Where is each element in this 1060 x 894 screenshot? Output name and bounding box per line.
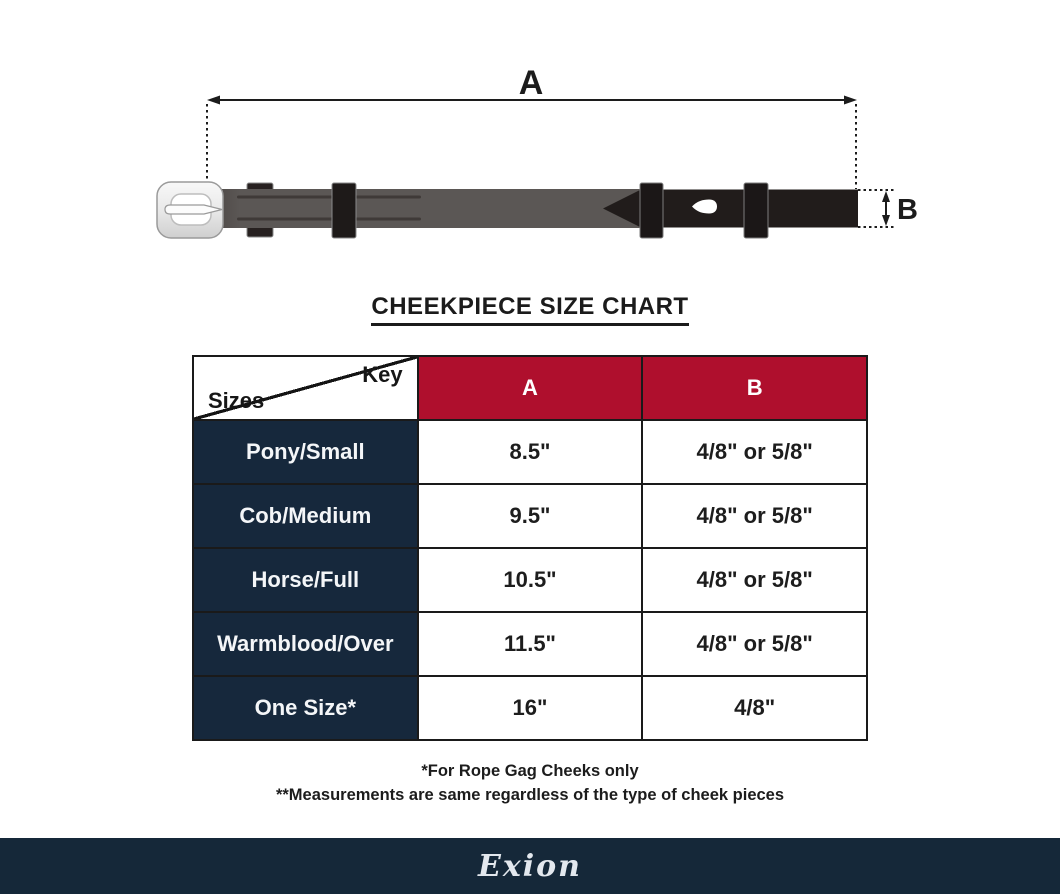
belt-seam <box>237 217 421 221</box>
b-value-cell: 4/8" or 5/8" <box>641 483 868 549</box>
a-value-cell: 8.5" <box>416 419 644 485</box>
footnotes: *For Rope Gag Cheeks only **Measurements… <box>0 759 1060 807</box>
table-row: Cob/Medium 9.5" 4/8" or 5/8" <box>192 483 868 549</box>
footer-bar: Exion <box>0 838 1060 894</box>
belt-strap <box>205 189 642 228</box>
table-row: One Size* 16" 4/8" <box>192 675 868 741</box>
size-cell: One Size* <box>192 675 419 741</box>
footnote-measurements: **Measurements are same regardless of th… <box>275 786 785 804</box>
column-header-b: B <box>641 355 868 421</box>
b-value-cell: 4/8" or 5/8" <box>641 547 868 613</box>
a-value-cell: 10.5" <box>416 547 644 613</box>
b-value-cell: 4/8" <box>641 675 868 741</box>
b-value-cell: 4/8" or 5/8" <box>641 611 868 677</box>
b-value-cell: 4/8" or 5/8" <box>641 419 868 485</box>
size-cell: Pony/Small <box>192 419 419 485</box>
belt-keeper-icon <box>639 182 664 239</box>
belt-keeper-icon <box>331 182 357 239</box>
footnote-rope-gag: *For Rope Gag Cheeks only <box>421 762 639 780</box>
a-value-cell: 9.5" <box>416 483 644 549</box>
belt-illustration <box>156 181 858 239</box>
dimension-b-arrow <box>858 189 894 228</box>
belt-measurement-diagram: A <box>156 64 918 239</box>
belt-keeper-icon <box>743 182 769 239</box>
column-header-a: A <box>416 355 644 421</box>
belt-tip <box>603 189 858 228</box>
header-row: Key Sizes A B <box>192 355 868 421</box>
corner-sizes-label: Sizes <box>208 388 265 413</box>
size-chart-table: Key Sizes A B Pony/Small 8.5" 4/8" or 5/… <box>192 355 868 741</box>
table-row: Warmblood/Over 11.5" 4/8" or 5/8" <box>192 611 868 677</box>
size-cell: Warmblood/Over <box>192 611 419 677</box>
buckle-prong <box>164 204 223 215</box>
size-cell: Horse/Full <box>192 547 419 613</box>
page-title: CHEEKPIECE SIZE CHART <box>371 293 689 326</box>
dimension-b-label: B <box>897 194 918 226</box>
corner-cell: Key Sizes <box>192 355 419 421</box>
a-value-cell: 11.5" <box>416 611 644 677</box>
table-row: Horse/Full 10.5" 4/8" or 5/8" <box>192 547 868 613</box>
a-value-cell: 16" <box>416 675 644 741</box>
belt-slot <box>692 199 717 214</box>
dimension-a-arrow <box>207 95 857 105</box>
belt-buckle <box>156 181 224 239</box>
corner-key-label: Key <box>362 362 403 387</box>
brand-logo: Exion <box>478 848 582 884</box>
belt-seam <box>237 195 421 199</box>
dimension-a-label: A <box>519 64 544 102</box>
table-row: Pony/Small 8.5" 4/8" or 5/8" <box>192 419 868 485</box>
size-cell: Cob/Medium <box>192 483 419 549</box>
